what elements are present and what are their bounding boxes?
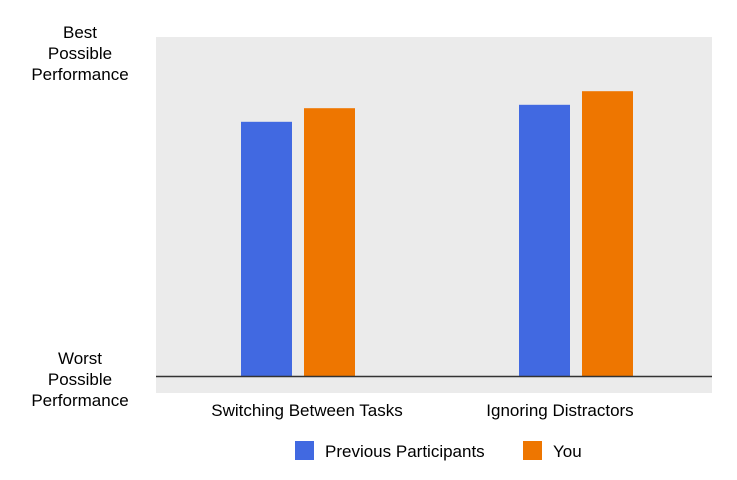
legend-swatch-you	[523, 441, 542, 460]
y-bottom-label-line-2: Possible	[48, 370, 112, 389]
legend: Previous Participants You	[295, 441, 582, 461]
bar-you-switching-between-tasks	[304, 108, 355, 376]
bar-previous-participants-ignoring-distractors	[519, 104, 570, 377]
x-tick-label-switching-between-tasks: Switching Between Tasks	[211, 401, 403, 420]
y-bottom-label-line-1: Worst	[58, 349, 102, 368]
bar-previous-participants-switching-between-tasks	[241, 121, 292, 377]
legend-label-you: You	[553, 442, 582, 461]
y-top-label-line-1: Best	[63, 23, 97, 42]
x-tick-label-ignoring-distractors: Ignoring Distractors	[486, 401, 633, 420]
y-top-label-line-3: Performance	[31, 65, 128, 84]
y-top-label-line-2: Possible	[48, 44, 112, 63]
legend-label-previous-participants: Previous Participants	[325, 442, 485, 461]
y-bottom-label-line-3: Performance	[31, 391, 128, 410]
legend-swatch-previous-participants	[295, 441, 314, 460]
bar-you-ignoring-distractors	[582, 91, 633, 376]
